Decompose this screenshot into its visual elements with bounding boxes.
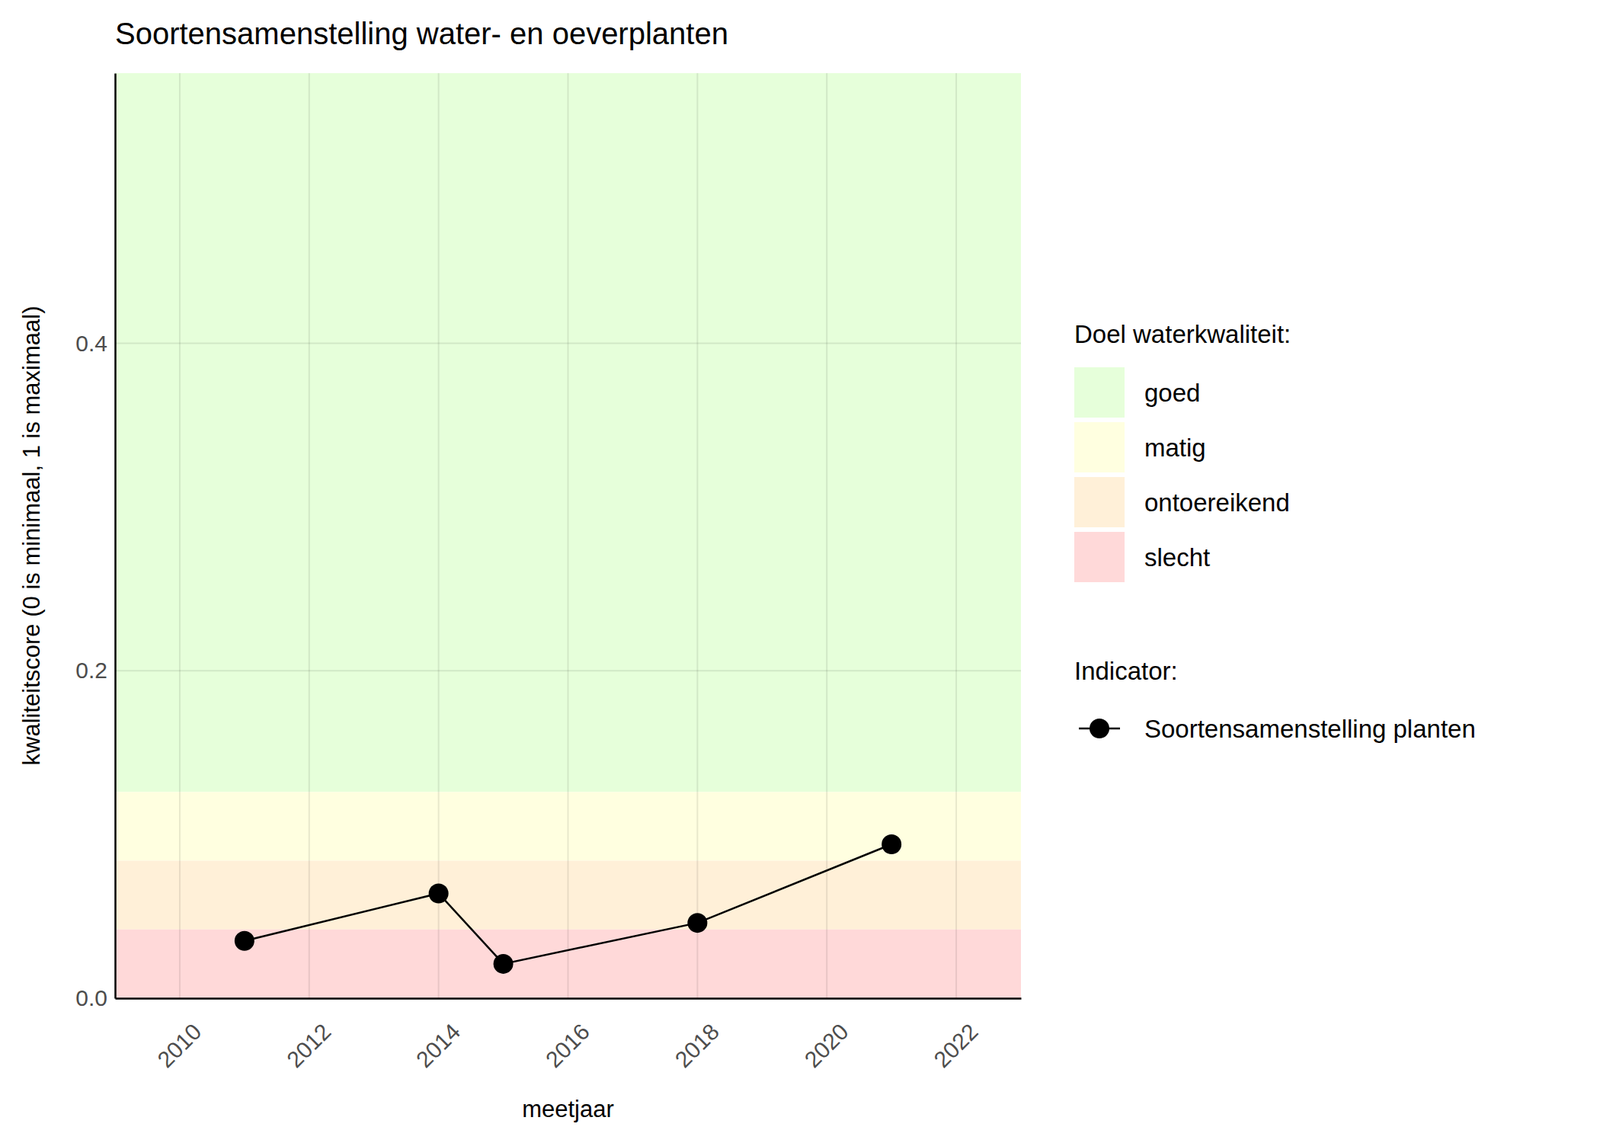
grid-line-x: [955, 73, 957, 999]
y-axis-line: [114, 73, 117, 999]
x-tick-label: 2016: [540, 1018, 596, 1073]
grid-line-x: [438, 73, 440, 999]
grid-line-y: [115, 997, 1021, 999]
legend-label: goed: [1144, 378, 1200, 407]
y-tick: 0.2: [75, 657, 116, 683]
grid-line-x: [696, 73, 698, 999]
data: [234, 834, 902, 974]
series-point: [493, 953, 514, 974]
y-axis: 0.0 0.2 0.4: [75, 73, 116, 1012]
legend-key: [1074, 476, 1125, 528]
grid-line-x: [567, 73, 570, 999]
x-tick: 2022: [928, 998, 983, 1072]
series-point: [428, 883, 449, 903]
x-tick-label: 2020: [799, 1018, 854, 1073]
x-axis: 2010 2012 2014 2016 2018 2020 2022: [115, 998, 1022, 1072]
y-tick-label: 0.4: [75, 330, 108, 356]
x-tick: 2012: [281, 998, 336, 1072]
chart: 2010 2012 2014 2016 2018 2020 2022 0.0 0.2 0.4 Soo…: [0, 0, 1600, 1143]
legend-title: Doel waterkwaliteit:: [1074, 320, 1291, 349]
grid-line-x: [179, 73, 181, 999]
series-line: [244, 844, 892, 964]
y-tick: 0.0: [75, 985, 116, 1011]
x-tick-label: 2022: [928, 1018, 983, 1073]
legend: Doel waterkwaliteit: goed matig ontoereiken…: [1074, 320, 1476, 743]
x-tick-label: 2014: [411, 1018, 466, 1073]
x-tick: 2010: [152, 998, 207, 1072]
x-tick: 2014: [411, 998, 466, 1072]
x-axis-title: meetjaar: [521, 1095, 615, 1123]
series-point: [687, 912, 708, 933]
x-tick-label: 2010: [152, 1018, 207, 1073]
y-tick-label: 0.2: [75, 657, 108, 683]
x-tick: 2020: [799, 998, 854, 1072]
legend-label: slecht: [1144, 543, 1210, 572]
x-tick: 2016: [540, 998, 596, 1072]
series-point: [881, 834, 902, 855]
legend-key: [1074, 422, 1125, 473]
legend-label: ontoereikend: [1144, 488, 1290, 517]
legend-key: [1074, 531, 1125, 583]
grid-line-x: [825, 73, 828, 999]
grid-line-y: [115, 669, 1021, 672]
legend-label: Soortensamenstelling planten: [1144, 714, 1476, 743]
grid-line-y: [115, 342, 1021, 345]
legend-label: matig: [1144, 433, 1207, 462]
legend-title: Indicator:: [1074, 656, 1178, 685]
x-tick-label: 2018: [669, 1018, 724, 1073]
x-tick: 2018: [669, 998, 724, 1072]
title: Soortensamenstelling water- en oeverplan…: [115, 16, 729, 51]
grid: [115, 73, 1021, 999]
legend-key: [1074, 367, 1125, 418]
y-axis-title: kwaliteitscore (0 is minimaal, 1 is maxi…: [18, 306, 45, 766]
x-tick-label: 2012: [281, 1018, 336, 1073]
y-tick-label: 0.0: [75, 985, 108, 1011]
grid-line-x: [308, 73, 311, 999]
x-axis-line: [115, 997, 1022, 1000]
bands: [115, 73, 1021, 999]
legend-marker: [1089, 718, 1110, 739]
series-point: [234, 931, 255, 951]
y-tick: 0.4: [75, 330, 116, 356]
